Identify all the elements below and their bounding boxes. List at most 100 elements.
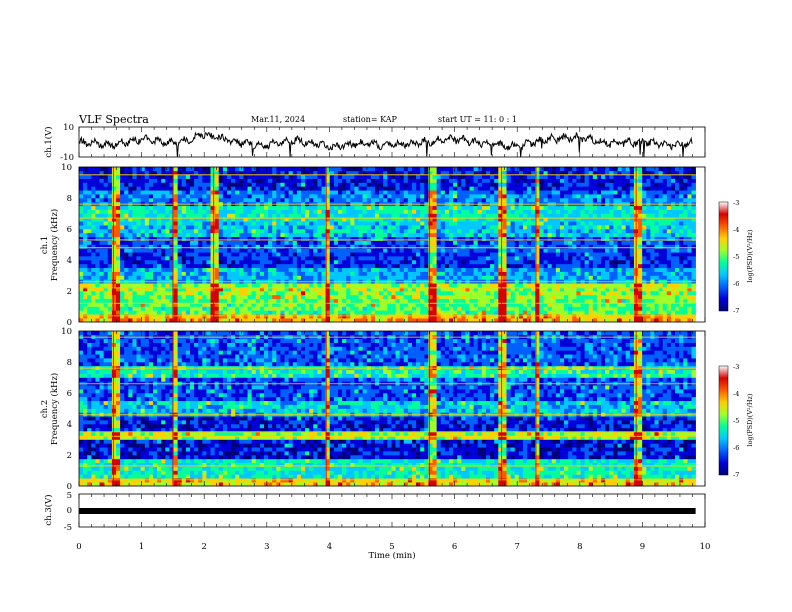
spectrogram-cell xyxy=(194,209,199,214)
spectrogram-cell xyxy=(259,198,265,203)
spectrogram-cell xyxy=(243,260,248,265)
spectrogram-cell xyxy=(485,298,491,303)
spectrogram-cell xyxy=(481,190,487,195)
spectrogram-cell xyxy=(317,178,322,183)
spectrogram-cell xyxy=(218,306,224,311)
spectrogram-cell xyxy=(461,217,466,222)
spectrogram-cell xyxy=(518,205,524,210)
spectrogram-cell xyxy=(527,310,532,315)
spectrogram-cell xyxy=(177,267,183,272)
spectrogram-cell xyxy=(416,205,421,210)
spectrogram-cell xyxy=(177,275,183,280)
spectrogram-cell xyxy=(214,174,220,179)
spectrogram-cell xyxy=(251,167,257,172)
spectrogram-cell xyxy=(296,256,302,261)
spectrogram-cell xyxy=(576,170,581,176)
spectrogram-cell xyxy=(539,252,544,257)
spectrogram-cell xyxy=(124,186,129,191)
spectrogram-cell xyxy=(420,205,425,210)
spectrogram-cell xyxy=(116,232,121,238)
spectrogram-cell xyxy=(222,194,228,199)
spectrogram-cell xyxy=(448,248,454,253)
spectrogram-cell xyxy=(424,260,429,265)
spectrogram-cell xyxy=(416,283,421,288)
spectrogram-cell xyxy=(243,283,248,288)
spectrogram-cell xyxy=(374,244,380,249)
spectrogram-cell xyxy=(95,275,100,280)
spectrogram-cell xyxy=(103,174,109,179)
spectrogram-cell xyxy=(255,174,261,179)
spectrogram-cell xyxy=(362,291,368,296)
spectrogram-cell xyxy=(428,318,433,323)
spectrogram-cell xyxy=(527,283,532,288)
spectrogram-cell xyxy=(263,275,269,280)
spectrogram-cell xyxy=(116,267,121,272)
spectrogram-cell xyxy=(494,178,499,183)
spectrogram-cell xyxy=(222,244,228,249)
spectrogram-cell xyxy=(173,170,178,176)
spectrogram-cell xyxy=(391,232,396,238)
spectrogram-cell xyxy=(350,283,355,288)
spectrogram-cell xyxy=(169,190,174,195)
spectrogram-cell xyxy=(457,291,462,296)
spectrogram-cell xyxy=(309,306,314,311)
spectrogram-cell xyxy=(169,283,174,288)
spectrogram-cell xyxy=(235,186,240,191)
spectrogram-cell xyxy=(218,240,224,245)
spectrogram-cell xyxy=(276,186,281,191)
spectrogram-cell xyxy=(383,244,388,249)
spectrogram-cell xyxy=(103,318,109,323)
spectrogram-cell xyxy=(313,283,318,288)
spectrogram-cell xyxy=(136,217,141,222)
spectrogram-cell xyxy=(539,190,544,195)
spectrogram-cell xyxy=(527,318,532,323)
spectrogram-cell xyxy=(551,174,557,179)
spectrogram-cell xyxy=(440,209,446,214)
spectrogram-cell xyxy=(313,287,318,292)
spectrogram-cell xyxy=(383,271,388,276)
spectrogram-cell xyxy=(169,186,174,191)
spectrogram-cell xyxy=(235,229,240,234)
spectrogram-cell xyxy=(321,240,326,245)
spectrogram-cell xyxy=(457,310,462,315)
spectrogram-cell xyxy=(214,310,220,315)
spectrogram-cell xyxy=(485,310,491,315)
spectrogram-cell xyxy=(148,263,154,269)
spectrogram-cell xyxy=(473,263,479,269)
spectrogram-cell xyxy=(358,229,363,234)
spectrogram-cell xyxy=(226,283,232,288)
spectrogram-cell xyxy=(157,205,162,210)
spectrogram-cell xyxy=(453,174,458,179)
spectrogram-cell xyxy=(157,271,162,276)
spectrogram-cell xyxy=(218,217,224,222)
spectrogram-cell xyxy=(103,287,109,292)
spectrogram-cell xyxy=(440,244,446,249)
spectrogram-cell xyxy=(444,302,450,307)
spectrogram-cell xyxy=(555,213,561,218)
spectrogram-cell xyxy=(132,209,137,214)
spectrogram-cell xyxy=(218,310,224,315)
spectrogram-cell xyxy=(498,252,503,257)
spectrogram-cell xyxy=(539,182,544,187)
spectrogram-cell xyxy=(416,248,421,253)
spectrogram-cell xyxy=(403,178,409,183)
spectrogram-cell xyxy=(555,190,561,195)
spectrogram-cell xyxy=(157,240,162,245)
spectrogram-cell xyxy=(144,256,150,261)
spectrogram-cell xyxy=(99,267,104,272)
spectrogram-cell xyxy=(263,209,269,214)
spectrogram-cell xyxy=(272,229,277,234)
spectrogram-cell xyxy=(440,190,446,195)
spectrogram-cell xyxy=(411,283,417,288)
spectrogram-cell xyxy=(128,198,133,203)
spectrogram-cell xyxy=(457,186,462,191)
spectrogram-cell xyxy=(518,275,524,280)
spectrogram-cell xyxy=(432,291,437,296)
spectrogram-cell xyxy=(218,271,224,276)
spectrogram-cell xyxy=(132,182,137,187)
spectrogram-cell xyxy=(116,221,121,226)
spectrogram-cell xyxy=(572,217,577,222)
spectrogram-cell xyxy=(272,318,277,323)
spectrogram-cell xyxy=(510,209,516,214)
spectrogram-cell xyxy=(79,283,84,288)
